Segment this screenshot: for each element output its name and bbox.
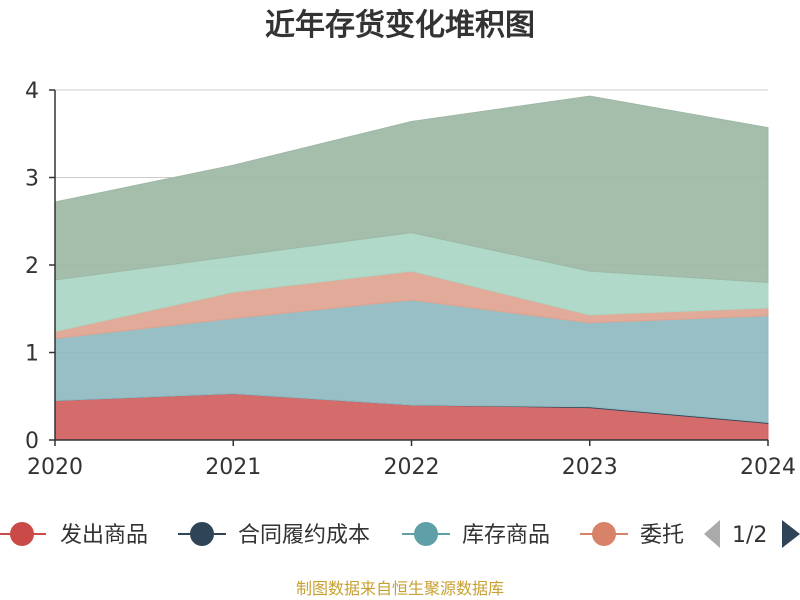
legend-label: 委托 <box>640 523 684 548</box>
y-tick-label: 0 <box>25 429 39 454</box>
legend-marker <box>190 522 214 546</box>
x-tick-label: 2023 <box>562 455 618 480</box>
legend: 发出商品 合同履约成本 库存商品 委托 1/2 <box>0 520 800 548</box>
legend-marker <box>10 522 34 546</box>
legend-marker <box>592 522 616 546</box>
legend-prev-page-icon[interactable] <box>704 520 720 548</box>
area-layer <box>54 95 769 441</box>
y-tick-label: 2 <box>25 254 39 279</box>
x-tick-label: 2021 <box>205 455 261 480</box>
legend-item-entrusted[interactable]: 委托 <box>580 522 684 548</box>
x-tick-label: 2024 <box>740 455 796 480</box>
legend-label: 发出商品 <box>60 523 148 548</box>
x-tick-label: 2020 <box>27 455 83 480</box>
legend-item-contract-cost[interactable]: 合同履约成本 <box>178 522 370 548</box>
legend-item-inventory-goods[interactable]: 库存商品 <box>402 522 550 548</box>
y-tick-label: 1 <box>25 342 39 367</box>
y-tick-label: 4 <box>25 79 39 104</box>
y-tick-label: 3 <box>25 167 39 192</box>
chart-title: 近年存货变化堆积图 <box>265 8 535 43</box>
x-tick-label: 2022 <box>384 455 440 480</box>
legend-item-issued-goods[interactable]: 发出商品 <box>0 522 148 548</box>
y-tick-labels: 0 1 2 3 4 <box>25 79 55 454</box>
legend-next-page-icon[interactable] <box>782 520 800 548</box>
x-tick-labels: 2020 2021 2022 2023 2024 <box>27 440 796 480</box>
legend-label: 合同履约成本 <box>238 523 370 548</box>
legend-page-indicator: 1/2 <box>732 523 767 548</box>
legend-marker <box>414 522 438 546</box>
legend-label: 库存商品 <box>462 523 550 548</box>
data-source-note: 制图数据来自恒生聚源数据库 <box>295 579 504 598</box>
area-series-5[interactable] <box>54 95 769 284</box>
